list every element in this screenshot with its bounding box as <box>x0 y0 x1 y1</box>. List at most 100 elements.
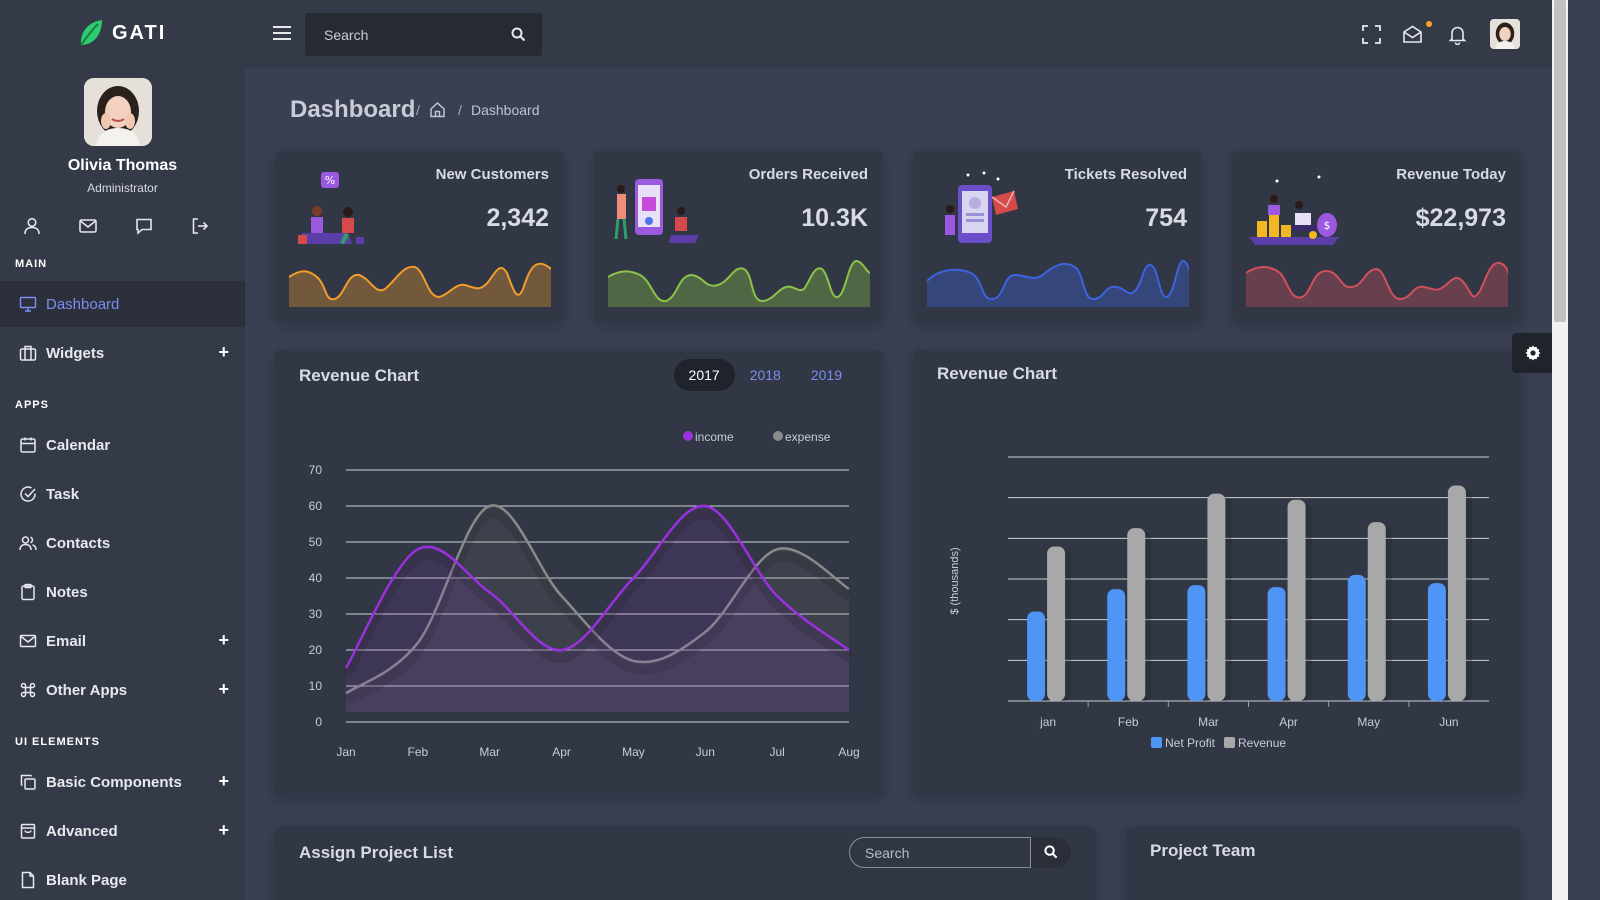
x-tick-label: Jan <box>336 745 355 759</box>
sidebar-item-label: Blank Page <box>46 871 127 889</box>
sidebar-item-calendar[interactable]: Calendar <box>0 422 245 468</box>
tab-year-2017[interactable]: 2017 <box>673 359 735 391</box>
sidebar-item-blank-page[interactable]: Blank Page <box>0 857 245 900</box>
x-tick-label: jan <box>1039 715 1056 729</box>
sidebar-item-other-apps[interactable]: Other Apps + <box>0 667 245 713</box>
tickets-illustration <box>945 171 1018 243</box>
mail-icon[interactable] <box>78 216 98 236</box>
breadcrumb-separator: / <box>416 102 420 118</box>
stat-card-new-customers: % New Customers 2,342 <box>275 151 564 321</box>
expand-plus-icon[interactable]: + <box>218 630 229 650</box>
project-search-input[interactable] <box>849 837 1031 868</box>
sidebar-item-label: Dashboard <box>46 295 120 313</box>
card-title: Revenue Chart <box>299 366 419 385</box>
customers-illustration: % <box>298 172 364 244</box>
scrollbar-thumb[interactable] <box>1554 0 1566 322</box>
svg-text:$: $ <box>1324 219 1331 232</box>
file-icon <box>21 871 35 889</box>
sidebar-item-label: Other Apps <box>46 681 128 699</box>
sidebar-item-email[interactable]: Email + <box>0 618 245 664</box>
bar-revenue <box>1207 493 1226 701</box>
stat-value: 2,342 <box>486 204 549 232</box>
stat-card-orders-received: Orders Received 10.3K <box>594 151 883 321</box>
home-icon[interactable] <box>429 101 446 118</box>
income-line <box>344 504 850 669</box>
breadcrumb-current[interactable]: Dashboard <box>471 102 540 118</box>
tab-year-2018[interactable]: 2018 <box>749 367 781 383</box>
sidebar-item-basic-components[interactable]: Basic Components + <box>0 759 245 805</box>
x-tick-label: May <box>1357 715 1380 729</box>
stat-title: Orders Received <box>748 166 868 183</box>
sidebar-item-advanced[interactable]: Advanced + <box>0 808 245 854</box>
bar-revenue <box>1447 485 1466 701</box>
menu-toggle-icon[interactable] <box>273 25 291 41</box>
brand-logo[interactable]: GATI <box>78 18 166 48</box>
fullscreen-icon[interactable] <box>1361 24 1382 45</box>
user-role: Administrator <box>87 181 158 195</box>
revenue-illustration: $ <box>1249 175 1339 245</box>
sidebar-item-notes[interactable]: Notes <box>0 569 245 615</box>
search-icon <box>1044 845 1058 859</box>
legend-label-expense: expense <box>785 430 831 444</box>
bar-revenue <box>1367 522 1386 701</box>
header-avatar[interactable] <box>1490 19 1520 49</box>
x-tick-label: Feb <box>1118 715 1139 729</box>
stat-value: 754 <box>1145 204 1187 232</box>
x-tick-label: Feb <box>408 745 429 759</box>
stat-value: $22,973 <box>1415 204 1506 232</box>
expand-plus-icon[interactable]: + <box>218 342 229 362</box>
settings-toggle[interactable] <box>1512 333 1552 373</box>
sidebar: GATI Olivia Thomas Administrator MAIN <box>0 0 245 900</box>
y-tick-label: 20 <box>309 643 323 657</box>
x-tick-label: Mar <box>1198 715 1219 729</box>
y-tick-label: 70 <box>309 463 323 477</box>
y-tick-label: 30 <box>309 607 323 621</box>
mail-icon <box>19 634 37 648</box>
sidebar-item-dashboard[interactable]: Dashboard <box>0 281 245 327</box>
revenue-line-card: Revenue Chart 2017 2018 2019 0 10 20 30 40 50… <box>275 350 883 796</box>
revenue-bar-chart: jan Feb Mar Apr May Jun $ (thousands) Net Profi… <box>949 456 1489 750</box>
search-icon[interactable] <box>511 27 526 42</box>
nav-section-ui-elements: UI ELEMENTS <box>15 736 100 748</box>
search-input[interactable] <box>305 13 505 56</box>
sidebar-item-task[interactable]: Task <box>0 471 245 517</box>
sidebar-item-label: Notes <box>46 583 88 601</box>
notification-dot <box>1426 21 1432 27</box>
stat-card-revenue-today: $ Revenue Today $22,973 <box>1232 151 1521 321</box>
bar-net-profit <box>1347 574 1366 701</box>
y-axis-label: $ (thousands) <box>949 547 961 614</box>
mail-open-icon[interactable] <box>1402 24 1423 45</box>
card-title: Project Team <box>1150 841 1256 860</box>
sidebar-item-contacts[interactable]: Contacts <box>0 520 245 566</box>
sidebar-item-label: Email <box>46 632 87 650</box>
year-tabs: 2017 2018 2019 <box>673 359 857 391</box>
bar-net-profit <box>1027 611 1046 701</box>
project-search-button[interactable] <box>1031 837 1071 868</box>
sidebar-item-widgets[interactable]: Widgets + <box>0 330 245 376</box>
check-circle-icon <box>20 486 36 502</box>
revenue-bar-card: Revenue Chart jan Feb Mar Apr May Jun $ (thous… <box>913 350 1521 794</box>
y-tick-label: 0 <box>315 715 322 729</box>
legend-swatch <box>1151 737 1162 748</box>
breadcrumb-separator: / <box>458 102 462 118</box>
legend-label-income: income <box>695 430 734 444</box>
logout-icon[interactable] <box>190 216 210 236</box>
profile-icon[interactable] <box>22 216 42 236</box>
expand-plus-icon[interactable]: + <box>218 679 229 699</box>
bell-icon[interactable] <box>1447 24 1468 45</box>
income-area <box>346 505 849 712</box>
stat-title: New Customers <box>435 166 549 183</box>
sidebar-item-label: Advanced <box>46 822 118 840</box>
chat-icon[interactable] <box>134 216 154 236</box>
expand-plus-icon[interactable]: + <box>218 771 229 791</box>
expand-plus-icon[interactable]: + <box>218 820 229 840</box>
expense-area <box>346 505 849 712</box>
user-actions <box>22 216 210 236</box>
user-avatar[interactable] <box>84 78 152 146</box>
x-tick-label: Jun <box>696 745 715 759</box>
svg-text:%: % <box>325 174 335 187</box>
tab-year-2019[interactable]: 2019 <box>810 367 842 383</box>
legend-label: Net Profit <box>1165 736 1216 750</box>
stat-card-tickets-resolved: Tickets Resolved 754 <box>913 151 1202 321</box>
sidebar-item-label: Basic Components <box>46 773 182 791</box>
